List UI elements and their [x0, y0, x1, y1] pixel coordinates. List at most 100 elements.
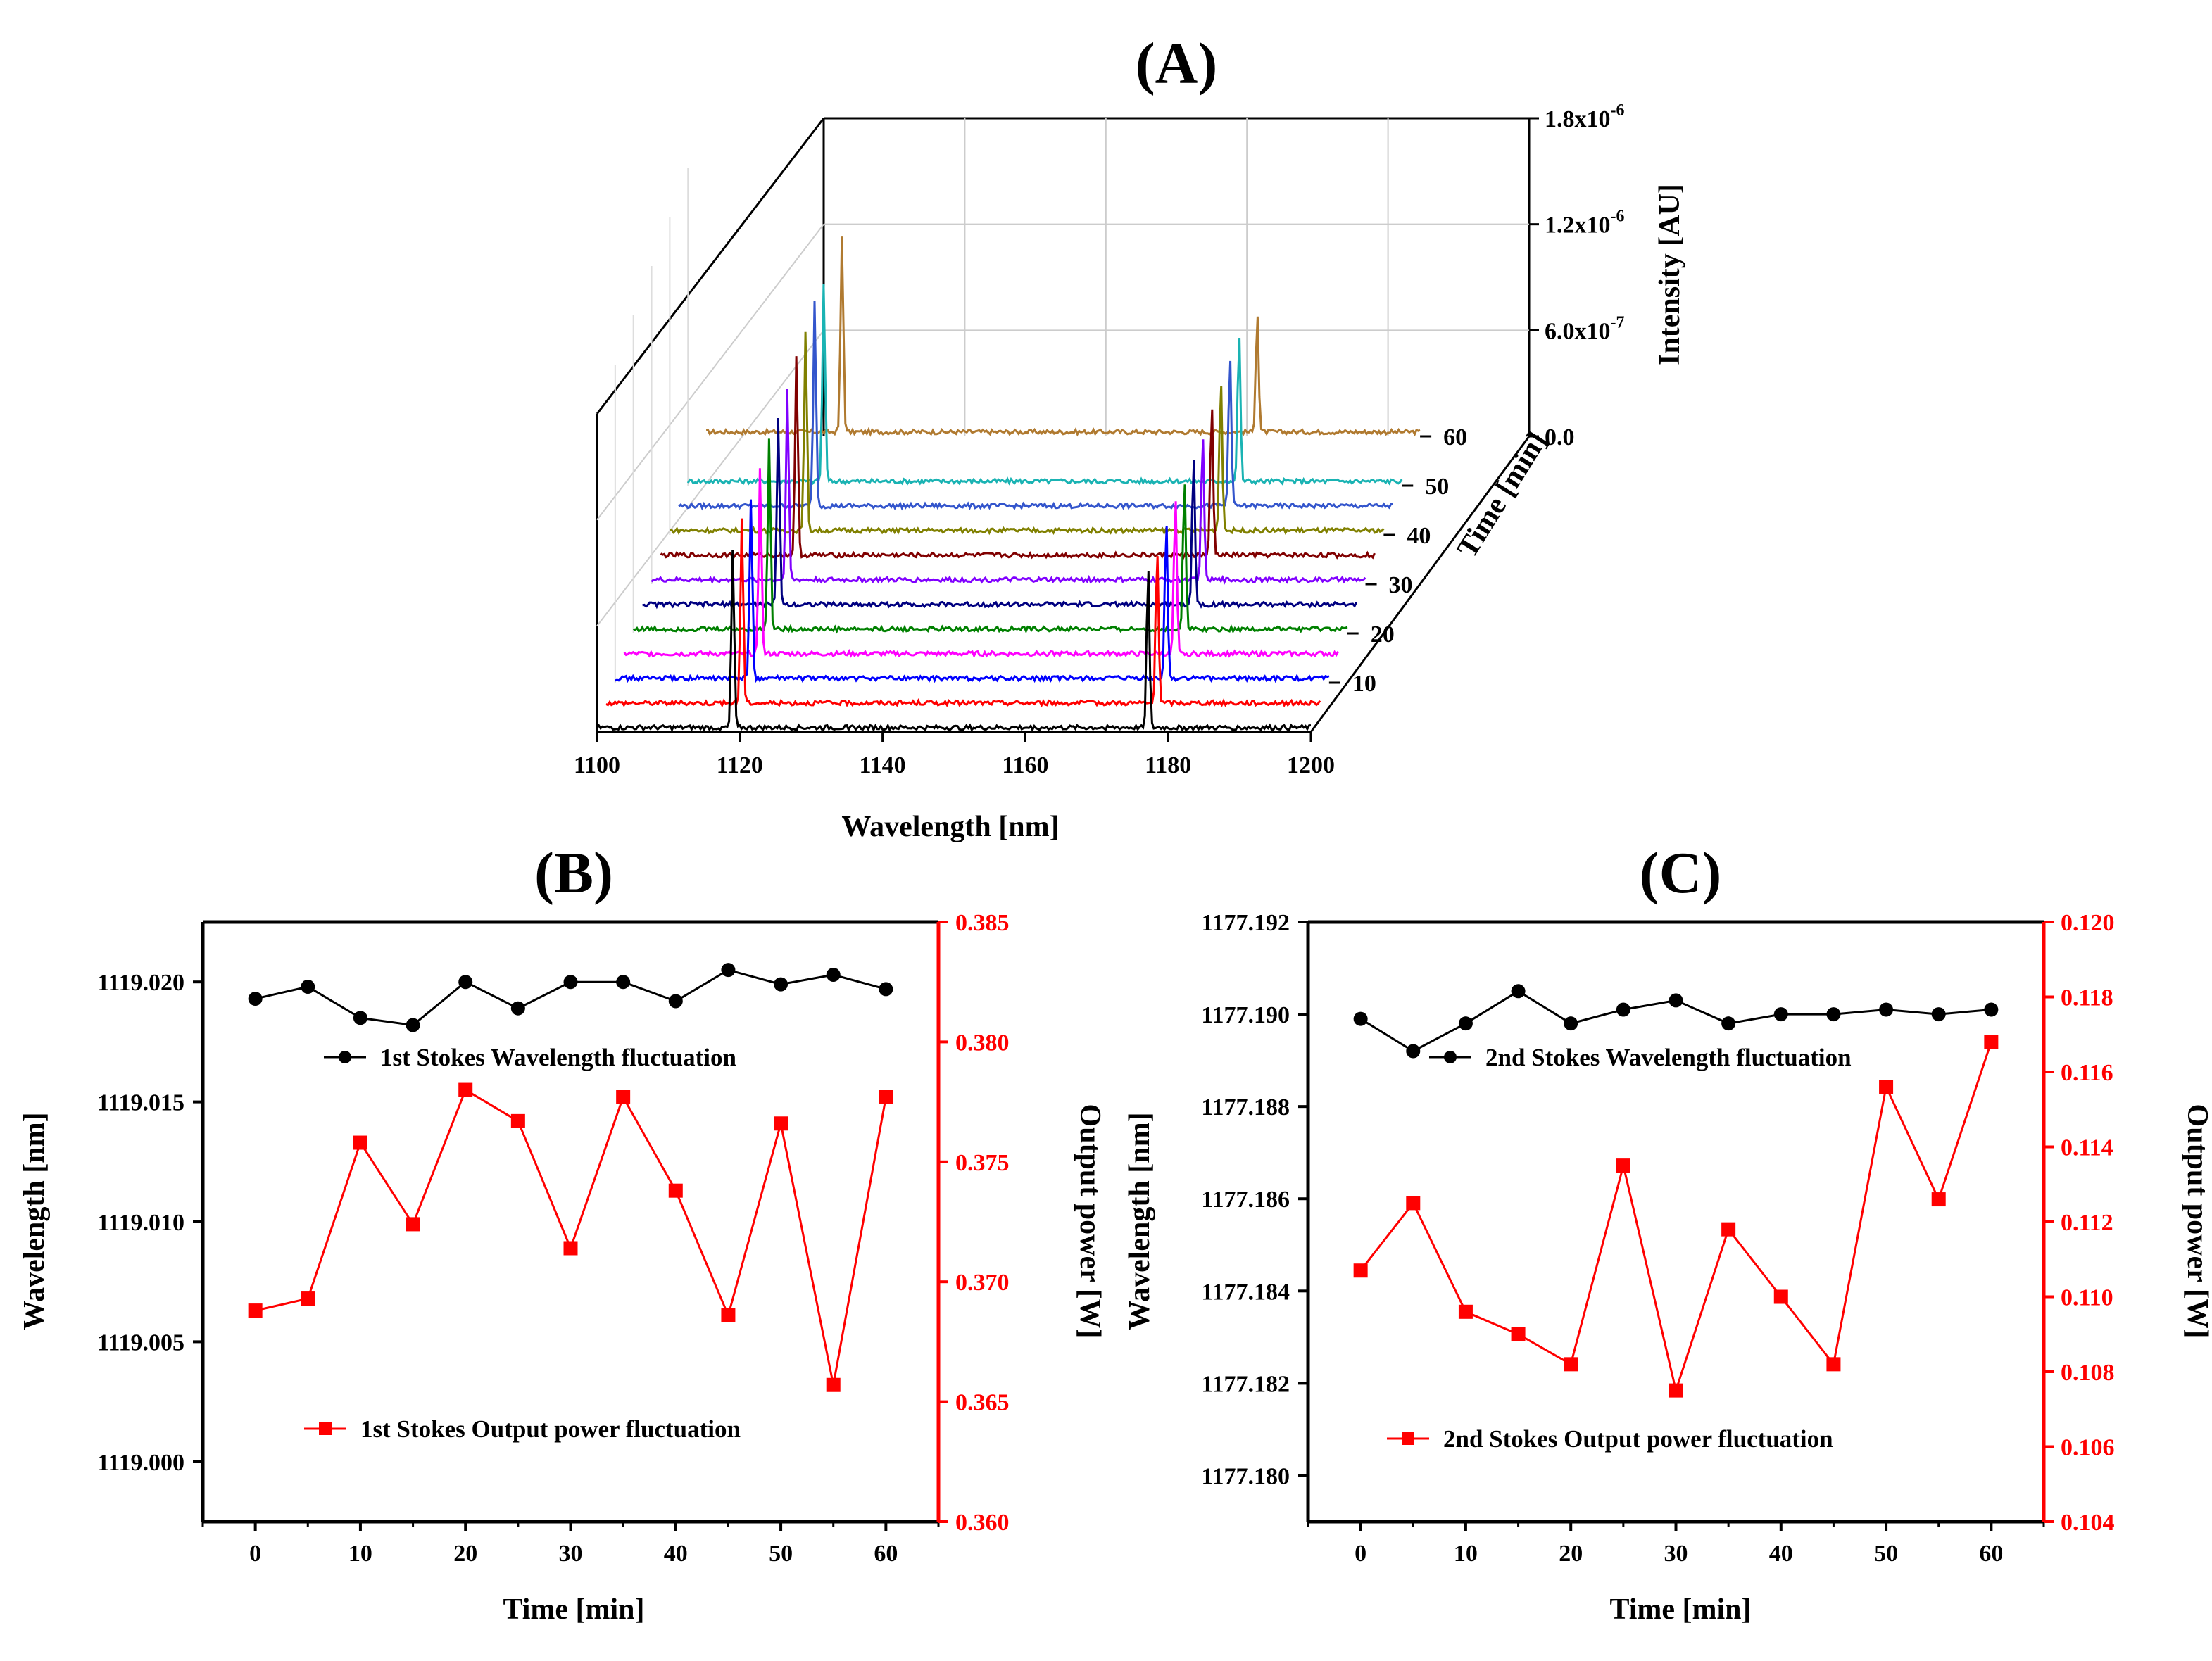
panel-a-time-tick-label: 30 — [1389, 572, 1413, 598]
spectrum-trace-25min — [642, 417, 1357, 610]
right-y-tick-label: 0.116 — [2061, 1060, 2113, 1086]
panel-c-plot-area: 0 10 20 30 40 50 60 1177.180 1177.182 1177.184 117… — [1201, 910, 2114, 1567]
right-y-tick-label: 0.365 — [955, 1390, 1010, 1416]
spectrum-trace-50min — [686, 284, 1403, 486]
right-y-tick-label: 0.112 — [2061, 1210, 2113, 1236]
wavelength-data-point — [1511, 984, 1526, 999]
power-data-point — [406, 1217, 420, 1232]
right-y-tick-label: 0.120 — [2061, 910, 2115, 936]
panel-c-x-axis-label: Time [min] — [1609, 1593, 1751, 1626]
left-y-tick-label: 1119.020 — [97, 970, 184, 996]
panel-a-z-tick-exponent: -6 — [1611, 208, 1625, 226]
left-y-tick-label: 1177.188 — [1201, 1094, 1290, 1120]
power-data-point — [616, 1090, 631, 1104]
left-wall-gridline — [596, 224, 824, 521]
wavelength-data-point — [1721, 1016, 1736, 1031]
panel-c-title: (C) — [1640, 840, 1722, 906]
power-data-point — [353, 1135, 367, 1150]
wavelength-data-point — [510, 1001, 525, 1016]
wavelength-data-point — [563, 975, 578, 990]
wavelength-data-point — [353, 1011, 367, 1025]
axes-box-edge — [1309, 436, 1531, 733]
x-tick-label: 50 — [769, 1541, 793, 1567]
wavelength-data-point — [879, 982, 893, 997]
wavelength-data-point — [1773, 1007, 1788, 1022]
power-data-point — [458, 1082, 473, 1097]
panel-b-chart: (B) 0 10 20 30 40 50 60 1119.000 1119.005 1119.01… — [18, 840, 1106, 1626]
panel-a-time-tick-label: 50 — [1425, 474, 1449, 500]
spectrum-trace-35min — [660, 356, 1376, 560]
legend-marker — [339, 1051, 351, 1063]
right-y-tick-label: 0.385 — [955, 910, 1010, 936]
spectrum-trace-20min — [632, 438, 1348, 634]
wavelength-data-point — [458, 975, 473, 990]
right-y-tick-label: 0.380 — [955, 1030, 1010, 1056]
panel-c-right-axis-label: Output power [W] — [2181, 1104, 2212, 1339]
left-y-tick-label: 1177.190 — [1201, 1002, 1290, 1028]
x-tick-label: 50 — [1874, 1541, 1898, 1567]
panel-b-right-axis-label: Output power [W] — [1074, 1104, 1106, 1339]
panel-a-ticks: 1100 1120 1140 1160 1180 1200 10 20 30 40 50 60 0.0 6… — [574, 101, 1625, 778]
left-y-tick-label: 1119.005 — [97, 1330, 184, 1356]
power-data-point — [1353, 1263, 1368, 1278]
legend-label: 2nd Stokes Output power fluctuation — [1443, 1425, 1833, 1453]
left-wall-gridline — [596, 329, 824, 626]
power-data-point — [301, 1291, 315, 1306]
x-tick-label: 0 — [1355, 1541, 1366, 1567]
power-data-point — [248, 1303, 263, 1318]
axes-box-edge — [596, 118, 825, 415]
x-tick-label: 30 — [1664, 1541, 1688, 1567]
wavelength-data-point — [1564, 1016, 1578, 1031]
panel-a-x-axis-label: Wavelength [nm] — [841, 811, 1059, 843]
panel-a-gridlines — [596, 118, 1529, 683]
x-tick-label: 60 — [874, 1541, 898, 1567]
left-y-tick-label: 1119.010 — [97, 1210, 184, 1236]
legend-marker — [1444, 1051, 1457, 1063]
power-data-point — [1564, 1357, 1578, 1372]
panel-a-time-tick-label: 40 — [1407, 523, 1431, 549]
x-tick-label: 60 — [1979, 1541, 2003, 1567]
right-y-tick-label: 0.375 — [955, 1150, 1010, 1176]
power-data-point — [668, 1183, 683, 1198]
right-y-tick-label: 0.108 — [2061, 1360, 2115, 1386]
panel-c-chart: (C) 0 10 20 30 40 50 60 1177.180 1177.182 1177.18… — [1124, 840, 2212, 1626]
x-tick-label: 0 — [249, 1541, 261, 1567]
panel-b-plot-area: 0 10 20 30 40 50 60 1119.000 1119.005 1119.010 111… — [97, 910, 1009, 1567]
power-data-point — [1773, 1289, 1788, 1304]
panel-a-title: (A) — [1136, 31, 1218, 96]
legend-label: 2nd Stokes Wavelength fluctuation — [1485, 1044, 1852, 1071]
panel-a-z-tick-exponent: -7 — [1611, 313, 1625, 331]
panel-c-left-axis-label: Wavelength [nm] — [1124, 1112, 1156, 1330]
spectrum-trace-60min — [705, 236, 1421, 437]
panel-b-x-axis-label: Time [min] — [503, 1593, 644, 1626]
panel-b-left-axis-label: Wavelength [nm] — [18, 1112, 51, 1330]
right-y-tick-label: 0.104 — [2061, 1510, 2115, 1536]
panel-a-z-tick-label: 1.2x10-6 — [1545, 208, 1625, 239]
panel-a-z-axis-label: Intensity [AU] — [1654, 184, 1686, 365]
panel-a-time-tick-label: 10 — [1352, 671, 1376, 697]
panel-a-spectra — [596, 236, 1421, 733]
left-y-tick-label: 1119.015 — [97, 1090, 184, 1116]
power-data-point — [1406, 1196, 1421, 1211]
panel-a-x-tick-label: 1140 — [860, 752, 906, 778]
x-tick-label: 10 — [348, 1541, 372, 1567]
power-data-point — [826, 1377, 841, 1392]
right-y-tick-label: 0.118 — [2061, 985, 2113, 1011]
left-y-tick-label: 1177.182 — [1201, 1371, 1290, 1397]
legend-label: 1st Stokes Wavelength fluctuation — [380, 1044, 736, 1071]
right-y-tick-label: 0.110 — [2061, 1285, 2113, 1311]
wavelength-data-point — [1931, 1007, 1946, 1022]
panel-a-axes-box — [596, 117, 1531, 733]
x-tick-label: 40 — [1769, 1541, 1793, 1567]
panel-a-time-tick-label: 60 — [1443, 424, 1467, 450]
left-y-tick-label: 1177.184 — [1201, 1279, 1290, 1305]
spectrum-trace-0min — [596, 549, 1312, 733]
wavelength-data-point — [1406, 1044, 1421, 1059]
left-y-tick-label: 1177.192 — [1201, 910, 1290, 936]
panel-a-z-tick-exponent: -6 — [1611, 101, 1625, 120]
power-data-point — [1931, 1192, 1946, 1207]
spectrum-trace-40min — [670, 331, 1385, 536]
panel-b-title: (B) — [534, 840, 613, 906]
power-data-point — [1669, 1383, 1683, 1398]
